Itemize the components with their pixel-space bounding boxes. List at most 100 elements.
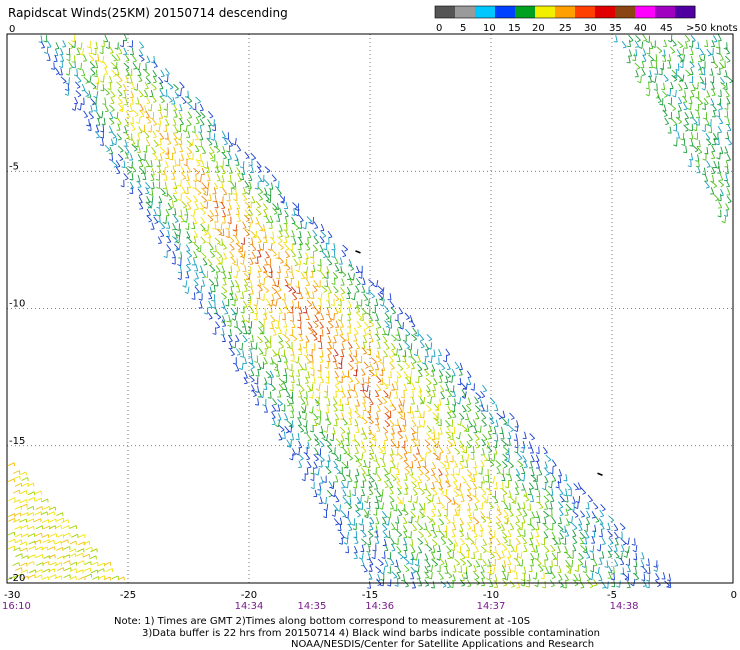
wind-barb <box>599 557 603 565</box>
wind-barb-flag <box>425 471 430 474</box>
wind-barb-flag <box>406 346 411 349</box>
wind-barb <box>137 174 141 182</box>
wind-barb <box>530 552 535 560</box>
wind-barb-flag <box>341 487 345 489</box>
wind-barb <box>299 242 302 250</box>
wind-barb-flag <box>707 54 712 57</box>
wind-barb <box>368 487 374 495</box>
wind-barb <box>327 406 329 414</box>
wind-barb-flag <box>548 485 552 489</box>
wind-barb <box>342 473 347 481</box>
wind-barb <box>167 147 170 155</box>
wind-barb <box>326 326 331 334</box>
wind-barb <box>167 132 169 140</box>
wind-barb <box>124 75 129 82</box>
wind-barb <box>438 544 441 552</box>
wind-barb-flag <box>421 492 425 495</box>
wind-barb-flag <box>580 557 584 560</box>
wind-barb-flag <box>620 573 624 575</box>
wind-barb <box>656 46 663 52</box>
wind-barb <box>405 473 408 481</box>
wind-barb-flag <box>403 536 407 539</box>
wind-barb-flag <box>293 338 298 342</box>
wind-barb <box>466 469 473 475</box>
wind-barb <box>244 356 247 364</box>
wind-barb-flag <box>192 187 197 190</box>
wind-barb <box>250 230 256 237</box>
wind-barb-flag <box>313 467 318 469</box>
wind-barb <box>580 545 587 551</box>
wind-barb <box>586 517 591 525</box>
wind-barb-flag <box>462 563 466 566</box>
wind-barb <box>564 525 566 533</box>
wind-barb-flag <box>280 247 284 250</box>
wind-barb <box>424 474 431 480</box>
wind-barb-flag <box>154 158 158 161</box>
wind-barb-flag <box>385 473 389 476</box>
wind-barb-flag <box>450 474 455 476</box>
wind-barb <box>299 347 303 355</box>
wind-barb <box>361 544 365 552</box>
wind-barb <box>565 503 572 510</box>
wind-barb-flag <box>345 403 349 406</box>
wind-barb-flag <box>467 585 472 587</box>
wind-barb-flag <box>161 227 165 230</box>
wind-barb-flag <box>236 207 240 210</box>
wind-barb-flag <box>456 488 460 491</box>
wind-barb-flag <box>191 131 196 133</box>
wind-barb-flag <box>91 66 95 69</box>
wind-barb <box>111 153 114 161</box>
wind-barb <box>335 328 339 336</box>
wind-barb-flag <box>717 39 722 42</box>
wind-barb-flag <box>404 513 409 516</box>
wind-barb-flag <box>546 493 551 496</box>
wind-barb <box>341 278 345 286</box>
wind-barb-flag <box>230 240 235 244</box>
wind-barb <box>167 202 172 210</box>
wind-barb <box>215 208 219 216</box>
wind-barb-flag <box>266 200 271 204</box>
wind-barb-flag <box>447 550 452 553</box>
wind-barb <box>270 221 273 229</box>
wind-barb <box>454 539 459 546</box>
wind-barb <box>116 111 119 119</box>
wind-barb <box>166 89 168 97</box>
wind-barb <box>285 361 289 369</box>
wind-barb <box>68 77 70 85</box>
wind-barb <box>473 452 475 460</box>
wind-barb <box>124 139 128 147</box>
wind-barb <box>293 258 299 265</box>
wind-barb-flag <box>83 60 87 62</box>
wind-barb-flag <box>357 326 362 329</box>
wind-barb-flag <box>290 306 294 308</box>
wind-barb <box>298 250 303 258</box>
wind-barb-flag <box>552 480 556 482</box>
wind-barb <box>367 510 369 518</box>
wind-barb-flag <box>324 366 329 369</box>
wind-barb <box>459 517 464 525</box>
wind-barb <box>137 153 142 161</box>
wind-barb-flag <box>572 535 577 538</box>
wind-barb <box>391 448 394 456</box>
wind-barb <box>432 481 435 489</box>
wind-barb <box>138 145 141 153</box>
wind-barb <box>508 454 511 462</box>
wind-barb-flag <box>175 241 180 244</box>
wind-barb-flag <box>551 577 556 579</box>
wind-barb <box>164 173 168 181</box>
wind-barb-flag <box>147 82 151 85</box>
wind-barb <box>711 82 715 90</box>
wind-barb-flag <box>71 40 75 43</box>
wind-barb <box>153 60 158 67</box>
color-legend: 0 5 10 15 20 25 30 35 40 45 >50 knots <box>434 5 738 34</box>
wind-barb <box>277 348 280 356</box>
wind-barb-flag <box>364 514 368 517</box>
wind-barb-flag <box>327 471 332 475</box>
wind-barb <box>195 96 201 102</box>
wind-barb-flag <box>85 81 90 84</box>
wind-barb-flag <box>128 138 133 141</box>
wind-barb-flag <box>533 480 538 483</box>
wind-barb-flag <box>299 220 304 223</box>
wind-barb-flag <box>306 297 311 299</box>
wind-barb <box>402 424 406 432</box>
